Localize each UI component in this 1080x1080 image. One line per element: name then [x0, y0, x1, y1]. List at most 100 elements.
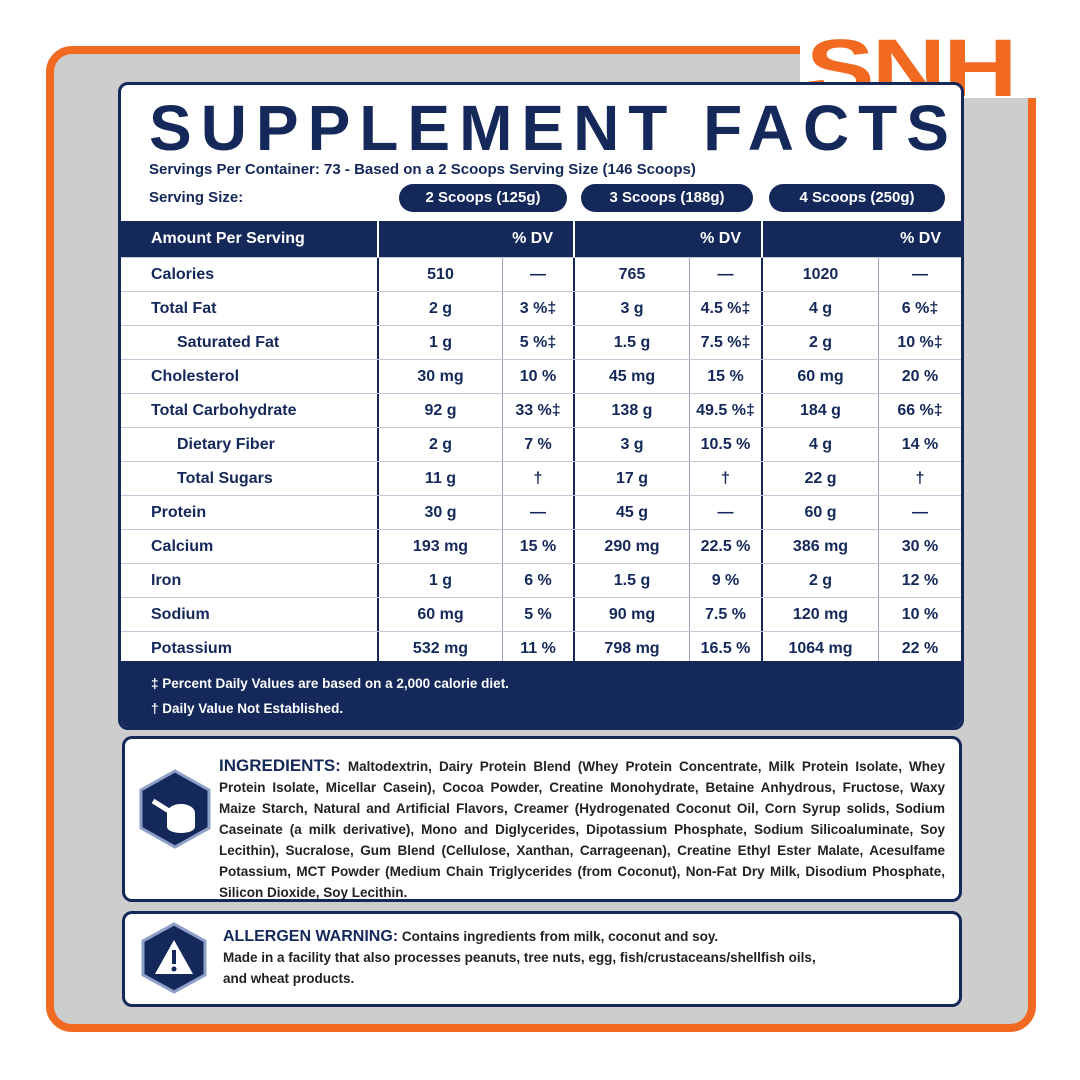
ingredients-label: INGREDIENTS: — [219, 756, 341, 775]
nutrient-name: Protein — [121, 496, 379, 529]
dv-cell: — — [912, 265, 928, 283]
amount-cell: 184 g — [763, 394, 879, 427]
amount-cell: 510 — [379, 258, 503, 291]
nutrient-name: Saturated Fat — [121, 326, 379, 359]
header-cell: % DV — [575, 221, 763, 257]
nutrient-name: Iron — [121, 564, 379, 597]
amount-cell: 4 g — [763, 428, 879, 461]
ingredients: INGREDIENTS: Maltodextrin, Dairy Protein… — [219, 755, 945, 903]
scoop-icon — [139, 769, 211, 849]
dv-cell: 22.5 % — [690, 530, 763, 563]
amount-cell: 30 g — [379, 496, 503, 529]
footnote: † Daily Value Not Established. — [151, 701, 344, 716]
dv-cell: 3 %‡ — [503, 292, 575, 325]
nutrient-name: Potassium — [121, 632, 379, 665]
amount-cell: 60 mg — [763, 360, 879, 393]
amount-cell: 138 g — [575, 394, 690, 427]
header-cell: % DV — [379, 221, 575, 257]
dv-cell: 5 %‡ — [503, 326, 575, 359]
amount-cell: 17 g — [575, 462, 690, 495]
allergen-label: ALLERGEN WARNING: — [223, 928, 399, 945]
amount-cell: 45 g — [575, 496, 690, 529]
footnotes: ‡ Percent Daily Values are based on a 2,… — [121, 661, 961, 727]
table-row: Total Sugars 11 g † 17 g † 22 g † — [121, 462, 961, 496]
dv-cell: — — [503, 496, 575, 529]
dv-cell: 15 % — [690, 360, 763, 393]
nutrient-name: Dietary Fiber — [121, 428, 379, 461]
table-row: Calories 510—765—1020— — [121, 258, 961, 292]
serving-size-label: Serving Size: — [149, 189, 244, 206]
amount-cell: 92 g — [379, 394, 503, 427]
footnote: ‡ Percent Daily Values are based on a 2,… — [151, 676, 509, 691]
dv-cell: 16.5 % — [690, 632, 763, 665]
dv-cell: 4.5 %‡ — [690, 292, 763, 325]
dv-cell: 20 % — [901, 367, 939, 385]
allergen-box: ALLERGEN WARNING: Contains ingredients f… — [122, 911, 962, 1007]
amount-cell: 765 — [575, 258, 690, 291]
table-row: Total Carbohydrate 92 g 33 %‡ 138 g 49.5 %‡ 1… — [121, 394, 961, 428]
dv-cell: 7.5 % — [690, 598, 763, 631]
dv-cell: 30 % — [901, 537, 939, 555]
facts-table: Amount Per Serving% DV% DV% DV Calories 51… — [121, 221, 961, 666]
serving-size-pill: 4 Scoops (250g) — [769, 184, 945, 212]
amount-cell: 290 mg — [575, 530, 690, 563]
dv-cell: 66 %‡ — [897, 401, 943, 419]
nutrient-name: Calcium — [121, 530, 379, 563]
servings-per-container: Servings Per Container: 73 - Based on a … — [149, 161, 696, 178]
header-cell: Amount Per Serving — [121, 221, 379, 257]
amount-cell: 3 g — [575, 428, 690, 461]
amount-cell: 1 g — [379, 564, 503, 597]
amount-cell: 60 mg — [379, 598, 503, 631]
dv-cell: 10 %‡ — [897, 333, 943, 351]
amount-cell: 1 g — [379, 326, 503, 359]
dv-cell: 12 % — [901, 571, 939, 589]
table-row: Potassium 532 mg 11 % 798 mg 16.5 % 1064 mg 22… — [121, 632, 961, 666]
dv-cell: 7 % — [503, 428, 575, 461]
amount-cell: 45 mg — [575, 360, 690, 393]
nutrient-name: Total Carbohydrate — [121, 394, 379, 427]
amount-cell: 60 g — [763, 496, 879, 529]
warning-icon — [141, 922, 207, 994]
amount-cell: 22 g — [763, 462, 879, 495]
allergen: ALLERGEN WARNING: Contains ingredients f… — [223, 926, 823, 989]
amount-cell: 11 g — [379, 462, 503, 495]
dv-cell: † — [503, 462, 575, 495]
amount-cell: 1.5 g — [575, 564, 690, 597]
dv-cell: 15 % — [503, 530, 575, 563]
amount-cell: 532 mg — [379, 632, 503, 665]
table-row: Calcium 193 mg 15 % 290 mg 22.5 % 386 mg 30 % — [121, 530, 961, 564]
dv-cell: 11 % — [503, 632, 575, 665]
dv-cell: — — [912, 503, 928, 521]
dv-cell: † — [915, 469, 925, 487]
amount-cell: 120 mg — [763, 598, 879, 631]
allergen-note: Made in a facility that also processes p… — [223, 950, 816, 986]
dv-cell: — — [690, 258, 763, 291]
amount-cell: 1.5 g — [575, 326, 690, 359]
nutrient-name: Total Sugars — [121, 462, 379, 495]
amount-cell: 1064 mg — [763, 632, 879, 665]
dv-cell: 49.5 %‡ — [690, 394, 763, 427]
ingredients-text: Maltodextrin, Dairy Protein Blend (Whey … — [219, 759, 945, 900]
amount-cell: 193 mg — [379, 530, 503, 563]
facts-panel: SUPPLEMENT FACTS Servings Per Container:… — [118, 82, 964, 730]
dv-cell: 22 % — [901, 639, 939, 657]
amount-cell: 4 g — [763, 292, 879, 325]
nutrient-name: Calories — [121, 258, 379, 291]
dv-cell: — — [503, 258, 575, 291]
ingredients-box: INGREDIENTS: Maltodextrin, Dairy Protein… — [122, 736, 962, 902]
nutrient-name: Total Fat — [121, 292, 379, 325]
nutrient-name: Cholesterol — [121, 360, 379, 393]
title: SUPPLEMENT FACTS — [149, 92, 958, 164]
dv-cell: 10 % — [901, 605, 939, 623]
amount-cell: 2 g — [379, 292, 503, 325]
table-header: Amount Per Serving% DV% DV% DV — [121, 221, 961, 258]
dv-cell: 10 % — [503, 360, 575, 393]
amount-cell: 2 g — [379, 428, 503, 461]
serving-size-pill: 3 Scoops (188g) — [581, 184, 753, 212]
header-cell: % DV — [900, 230, 941, 247]
table-row: Protein 30 g —45 g —60 g — — [121, 496, 961, 530]
